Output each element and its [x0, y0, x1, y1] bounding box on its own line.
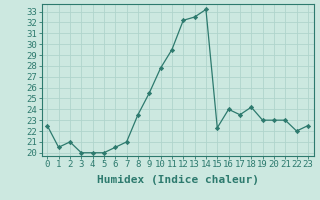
X-axis label: Humidex (Indice chaleur): Humidex (Indice chaleur)	[97, 175, 259, 185]
